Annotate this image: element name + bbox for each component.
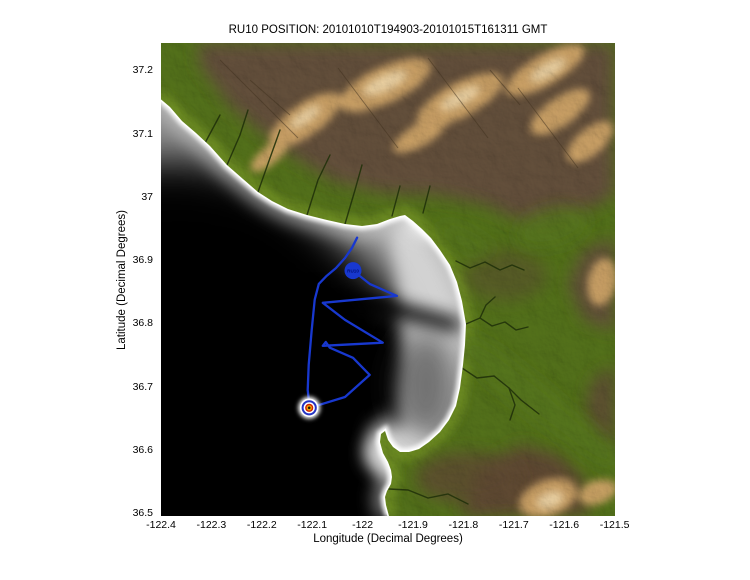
x-tick-label: -122 [352, 519, 374, 531]
y-tick-label: 37.1 [132, 127, 153, 140]
track-overlay: RU10 [298, 236, 399, 419]
x-tick-label: -121.6 [549, 519, 580, 531]
x-axis-label: Longitude (Decimal Degrees) [313, 533, 463, 545]
x-tick-label: -121.9 [398, 519, 428, 531]
x-tick-label: -122.3 [196, 519, 227, 531]
current-position-marker: RU10 [344, 262, 362, 280]
x-tick-label: -121.8 [448, 519, 479, 531]
y-tick-label: 36.8 [132, 317, 153, 330]
y-tick-label: 36.5 [132, 507, 153, 519]
figure-title: RU10 POSITION: 20101010T194903-20101015T… [228, 24, 548, 36]
glider-track-line [306, 236, 399, 409]
y-tick-label: 36.9 [132, 254, 153, 267]
y-tick-label: 36.6 [132, 443, 153, 456]
x-tick-label: -122.2 [246, 519, 277, 531]
x-tick-label: -121.7 [498, 519, 529, 531]
y-tick-label: 37.2 [132, 64, 153, 77]
x-tick-label: -121.5 [599, 519, 630, 531]
x-tick-label: -122.4 [146, 519, 176, 531]
waypoint-marker [298, 396, 321, 419]
y-tick-label: 37 [141, 190, 153, 203]
current-position-label: RU10 [347, 268, 359, 273]
x-tick-label: -122.1 [297, 519, 328, 531]
submarine-canyon [308, 288, 462, 332]
y-tick-label: 36.7 [132, 380, 153, 393]
